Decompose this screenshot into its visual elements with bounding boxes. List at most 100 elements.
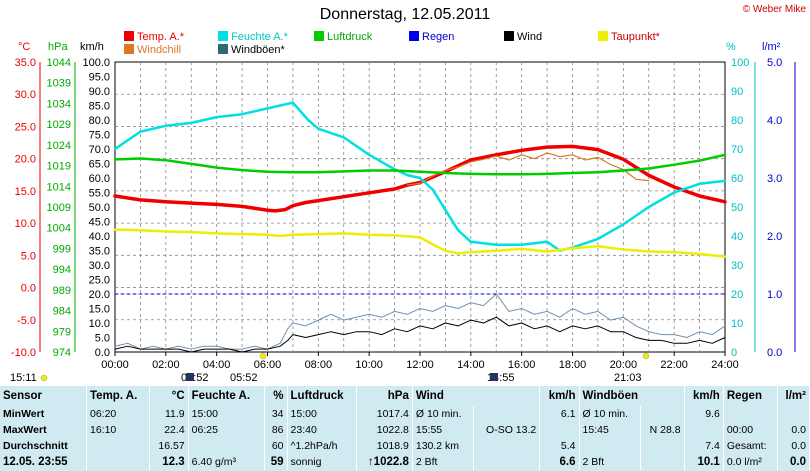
- table-row-min: MinWert 06:20 11.9 15:00 34 15:00 1017.4…: [0, 406, 810, 422]
- wind-tick-label: 45.0: [89, 217, 110, 229]
- table-cell: 12.3: [149, 454, 189, 470]
- table-cell: 00:00: [723, 422, 779, 438]
- table-cell: N 28.8: [640, 422, 685, 438]
- temp-tick-label: 35.0: [15, 57, 36, 69]
- wind-tick-label: 5.0: [95, 333, 110, 345]
- table-cell: 06:25: [188, 422, 265, 438]
- x-tick-label: 04:00: [203, 359, 231, 371]
- legend-swatch: [409, 31, 419, 41]
- table-cell: sonnig: [287, 454, 358, 470]
- temp-tick-label: 0.0: [21, 283, 36, 295]
- wind-tick-label: 15.0: [89, 304, 110, 316]
- wind-tick-label: 70.0: [89, 144, 110, 156]
- legend-label: Feuchte A.*: [231, 31, 288, 43]
- series-line-windben: [114, 293, 726, 350]
- table-cell: 6.40 g/m³: [188, 454, 265, 470]
- pressure-tick-label: 994: [53, 264, 71, 276]
- table-cell: 59: [264, 454, 288, 470]
- table-cell: 15:00: [287, 406, 358, 422]
- temp-tick-label: 25.0: [15, 121, 36, 133]
- pressure-tick-label: 1044: [47, 57, 71, 69]
- table-cell: 22.4: [149, 422, 189, 438]
- legend-label: Windchill: [137, 44, 182, 56]
- wind-tick-label: 20.0: [89, 289, 110, 301]
- wind-tick-label: 85.0: [89, 101, 110, 113]
- axis-units: °C hPa km/h % l/m²: [18, 41, 781, 53]
- x-tick-label: 18:00: [559, 359, 587, 371]
- table-cell: [684, 422, 724, 438]
- table-cell: Gesamt:: [723, 438, 779, 454]
- x-tick-label: 10:00: [355, 359, 383, 371]
- table-header-row: Sensor Temp. A. °C Feuchte A. % Luftdruc…: [0, 386, 810, 406]
- temp-tick-label: 20.0: [15, 154, 36, 166]
- row-label: Durchschnitt: [0, 438, 87, 454]
- extrema-mark-label: 02:52: [181, 372, 209, 384]
- row-label: 12.05. 23:55: [0, 454, 87, 470]
- table-cell: 7.4: [684, 438, 724, 454]
- series-line-wind: [114, 316, 726, 353]
- wind-tick-label: 30.0: [89, 260, 110, 272]
- table-cell: Ø 10 min.: [412, 406, 474, 422]
- rain-tick-label: 1.0: [767, 289, 782, 301]
- sun-marker-icon: [642, 352, 650, 360]
- table-cell: O-SO 13.2: [473, 422, 541, 438]
- table-cell: 1017.4: [356, 406, 413, 422]
- header-cell: hPa: [356, 386, 413, 406]
- temp-tick-label: 30.0: [15, 89, 36, 101]
- humidity-tick-label: 100: [731, 57, 749, 69]
- table-cell: Ø 10 min.: [579, 406, 641, 422]
- table-cell: [640, 406, 685, 422]
- wind-tick-label: 35.0: [89, 246, 110, 258]
- row-label: MaxWert: [0, 422, 87, 438]
- humidity-tick-label: 50: [731, 202, 743, 214]
- pressure-tick-label: 1029: [47, 119, 71, 131]
- header-cell: l/m²: [777, 386, 810, 406]
- header-cell: Wind: [412, 386, 541, 406]
- humidity-tick-label: 80: [731, 115, 743, 127]
- temp-tick-label: 10.0: [15, 218, 36, 230]
- x-tick-label: 00:00: [101, 359, 129, 371]
- grid-lines: [115, 62, 725, 352]
- legend-windchill: Windchill: [124, 44, 181, 56]
- legend-wind: Wind: [504, 31, 542, 43]
- x-tick-label: 20:00: [610, 359, 638, 371]
- legend-swatch: [314, 31, 324, 41]
- pressure-tick-label: 989: [53, 285, 71, 297]
- pressure-tick-label: 1009: [47, 202, 71, 214]
- sun-marker-icon: [259, 352, 267, 360]
- legend-temp: Temp. A.*: [124, 31, 184, 43]
- rain-tick-label: 5.0: [767, 57, 782, 69]
- table-cell: 11.9: [149, 406, 189, 422]
- legend-pressure: Luftdruck: [314, 31, 372, 43]
- table-cell: [86, 438, 151, 454]
- legend-label: Taupunkt*: [611, 31, 660, 43]
- series-line-feuchtea: [113, 101, 727, 252]
- series-group: [113, 101, 727, 353]
- legend-swatch: [598, 31, 608, 41]
- table-cell: 2 Bft: [412, 454, 474, 470]
- legend-dewpoint: Taupunkt*: [598, 31, 660, 43]
- rain-tick-label: 0.0: [767, 347, 782, 359]
- wind-tick-label: 60.0: [89, 173, 110, 185]
- table-cell: 6.1: [539, 406, 580, 422]
- table-cell: [473, 454, 541, 470]
- header-cell: %: [264, 386, 288, 406]
- row-label: MinWert: [0, 406, 87, 422]
- wind-tick-label: 95.0: [89, 72, 110, 84]
- table-cell: [723, 406, 779, 422]
- legend-swatch: [218, 44, 228, 54]
- wind-tick-label: 0.0: [95, 347, 110, 359]
- x-tick-label: 06:00: [254, 359, 282, 371]
- x-tick-label: 24:00: [711, 359, 739, 371]
- header-cell: Sensor: [0, 386, 87, 406]
- pressure-tick-label: 1024: [47, 140, 71, 152]
- humidity-tick-label: 90: [731, 86, 743, 98]
- humidity-tick-label: 60: [731, 173, 743, 185]
- legend-label: Luftdruck: [327, 31, 373, 43]
- temp-tick-label: 15.0: [15, 186, 36, 198]
- humidity-tick-label: 0: [731, 347, 737, 359]
- table-cell: 6.6: [539, 454, 580, 470]
- legend-swatch: [504, 31, 514, 41]
- temp-tick-label: -5.0: [17, 315, 36, 327]
- table-cell: 10.1: [684, 454, 724, 470]
